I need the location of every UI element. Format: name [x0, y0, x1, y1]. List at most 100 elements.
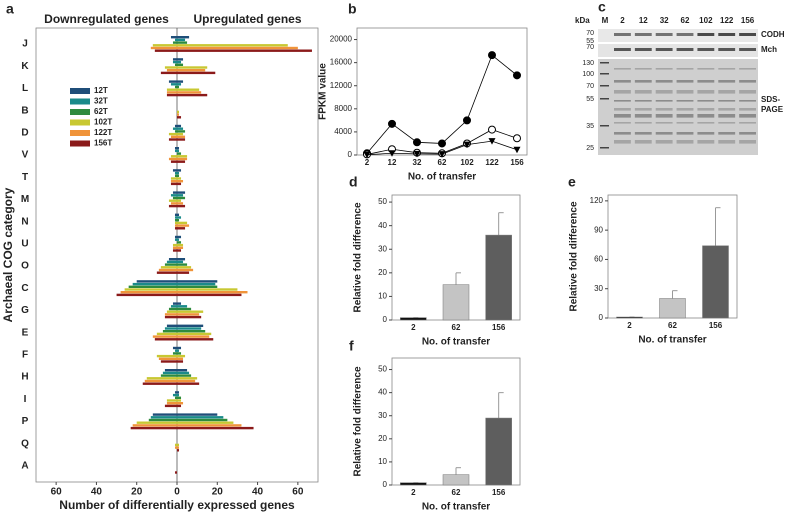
bar	[160, 360, 177, 363]
bar	[130, 426, 177, 430]
panel-letter: f	[349, 338, 354, 354]
bar	[172, 191, 177, 194]
y-tick-label: 40	[378, 388, 387, 397]
category-label: U	[21, 239, 28, 250]
y-tick-label: 50	[378, 365, 387, 374]
x-tick-label: 62	[438, 158, 447, 167]
bar	[177, 402, 184, 405]
bar	[174, 213, 177, 216]
bar	[177, 182, 182, 186]
ladder-band	[600, 85, 609, 87]
bar	[168, 138, 177, 141]
x-tick-label: 20	[212, 487, 224, 498]
y-tick-label: 0	[599, 313, 604, 322]
bar	[164, 263, 177, 266]
gel-band	[739, 48, 756, 51]
bar	[177, 374, 192, 377]
bar	[177, 416, 224, 419]
bar	[177, 124, 182, 128]
bar	[172, 60, 177, 64]
gel-band	[614, 122, 631, 124]
bar	[156, 332, 177, 336]
bar	[174, 124, 177, 128]
lane-label: 156	[741, 16, 755, 25]
bar	[172, 352, 177, 355]
bar	[177, 285, 218, 288]
bar	[177, 335, 210, 338]
bar	[164, 404, 177, 408]
gel-band	[614, 80, 631, 83]
marker	[413, 138, 421, 147]
bar	[177, 360, 184, 363]
marker-size: 70	[586, 83, 594, 90]
ladder-band	[600, 62, 609, 64]
bar	[170, 180, 177, 183]
bar	[177, 216, 182, 219]
bar	[174, 221, 177, 225]
bar	[166, 88, 177, 91]
bar	[168, 157, 177, 161]
bar	[177, 391, 180, 394]
bar	[177, 421, 234, 424]
y-axis-label: Relative fold difference	[569, 201, 580, 311]
bar	[177, 71, 216, 75]
legend-swatch	[70, 98, 90, 105]
bar	[177, 305, 188, 308]
bar	[177, 413, 218, 416]
lane-label: 12	[639, 16, 648, 25]
bar	[166, 324, 177, 327]
legend-label: 62T	[94, 107, 108, 116]
bar	[177, 130, 186, 133]
bar	[156, 354, 177, 358]
category-label: A	[21, 461, 28, 472]
bar	[136, 280, 177, 283]
x-axis-label: No. of transfer	[422, 502, 490, 512]
marker	[463, 141, 471, 149]
bar	[177, 169, 182, 172]
y-tick-label: 10	[378, 292, 387, 301]
bar	[177, 157, 188, 161]
bar	[177, 152, 182, 155]
bar	[174, 396, 177, 399]
gel-band	[614, 100, 631, 102]
gel-band	[634, 114, 652, 118]
bar	[177, 243, 184, 247]
category-label: J	[22, 39, 28, 50]
x-tick-label: 122	[485, 158, 499, 167]
bar	[177, 302, 182, 305]
bar	[485, 417, 512, 486]
bar	[166, 402, 177, 405]
bar	[177, 241, 182, 244]
bar	[177, 446, 180, 449]
y-tick-label: 20000	[330, 35, 353, 44]
x-tick-label: 2	[627, 321, 632, 330]
bar	[162, 330, 177, 333]
bar	[177, 66, 208, 69]
category-label: K	[21, 61, 29, 72]
panel-letter: e	[568, 174, 576, 190]
marker-size: 55	[586, 96, 594, 103]
category-label: M	[21, 194, 29, 205]
marker	[438, 151, 446, 158]
gel-band	[739, 68, 756, 70]
bar	[160, 71, 177, 75]
gel-band	[676, 48, 694, 51]
y-tick-label: 0	[383, 315, 388, 324]
gel-band	[739, 108, 756, 111]
bar	[146, 377, 177, 380]
y-tick-label: 20	[378, 268, 387, 277]
x-tick-label: 20	[131, 487, 143, 498]
bar	[162, 371, 177, 375]
right-title: Upregulated genes	[193, 12, 301, 26]
x-tick-label: 102	[460, 158, 474, 167]
gel-band	[739, 80, 756, 83]
marker	[463, 116, 471, 125]
y-tick-label: 50	[378, 197, 387, 206]
category-label: N	[21, 216, 28, 227]
y-tick-label: 0	[348, 150, 353, 159]
x-tick-label: 156	[492, 323, 506, 332]
gel-band	[697, 108, 715, 111]
category-label: O	[21, 261, 29, 272]
gel-band	[697, 140, 715, 144]
bar	[177, 149, 180, 153]
